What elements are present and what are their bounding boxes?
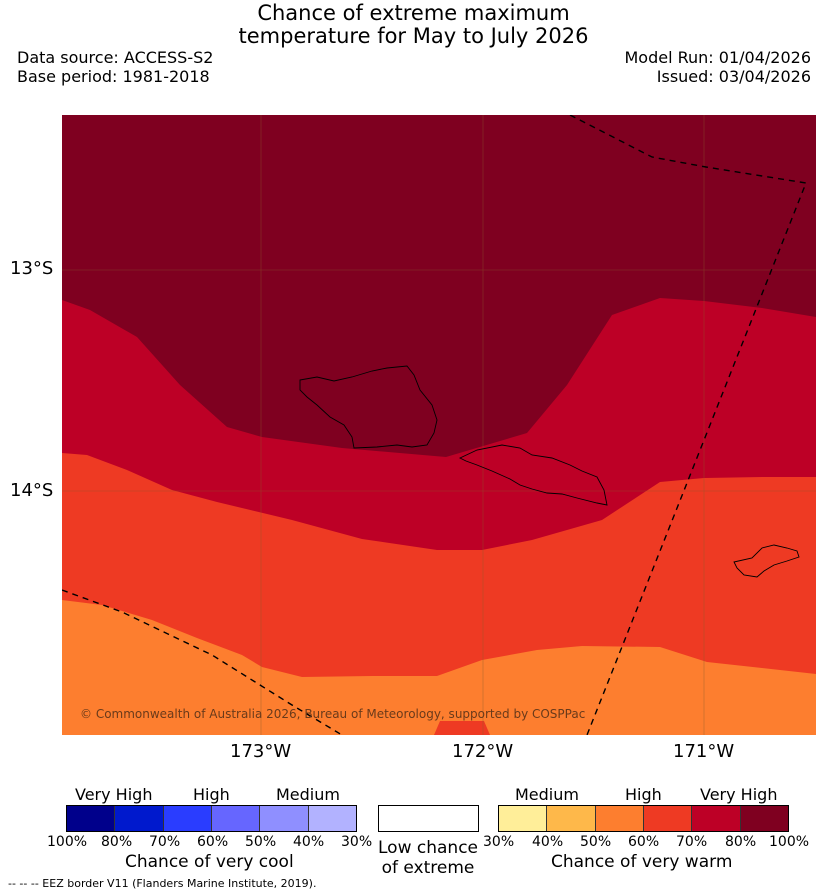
- cool-swatch-5: [260, 806, 309, 831]
- warm-tick: 70%: [676, 834, 708, 850]
- base-period: Base period: 1981-2018: [17, 67, 210, 86]
- cool-swatch-4: [211, 806, 261, 831]
- warm-swatch-6: [740, 806, 788, 831]
- tutuila-island: [733, 544, 800, 578]
- cool-head-very-high: Very High: [75, 785, 153, 804]
- cool-tick: 40%: [293, 834, 325, 850]
- warm-colorbar: [498, 805, 789, 832]
- warm-swatch-2: [547, 806, 596, 831]
- warm-head-high: High: [625, 785, 662, 804]
- cool-head-medium: Medium: [276, 785, 340, 804]
- warm-caption: Chance of very warm: [551, 852, 733, 872]
- cool-tick: 50%: [245, 834, 277, 850]
- warm-tick: 40%: [532, 834, 564, 850]
- warm-tick: 100%: [769, 834, 810, 850]
- low-caption-line-2: of extreme: [381, 858, 475, 878]
- warm-tick: 60%: [628, 834, 660, 850]
- model-run: Model Run: 01/04/2026: [624, 48, 812, 67]
- cool-head-high: High: [193, 785, 230, 804]
- warm-swatch-5: [692, 806, 741, 831]
- zone-high-60-patch: [434, 721, 490, 735]
- upolu-island: [458, 444, 608, 506]
- title-line-2: temperature for May to July 2026: [238, 24, 589, 48]
- cool-tick: 100%: [47, 834, 88, 850]
- warm-tick: 50%: [580, 834, 612, 850]
- savaii-island: [299, 365, 438, 449]
- lon-label-173w: 173°W: [230, 741, 292, 762]
- graticule: [62, 115, 816, 735]
- cool-tick: 70%: [149, 834, 181, 850]
- low-caption-line-1: Low chance: [378, 838, 478, 858]
- warm-swatch-4: [643, 806, 693, 831]
- warm-swatch-3: [595, 806, 644, 831]
- cool-swatch-3: [163, 806, 212, 831]
- source-info: Data source: ACCESS-S2 Base period: 1981…: [17, 48, 213, 86]
- lat-label-14s: 14°S: [10, 480, 54, 501]
- cool-tick: 30%: [341, 834, 373, 850]
- warm-swatch-1: [499, 806, 548, 831]
- cool-swatch-6: [308, 806, 356, 831]
- cool-tick: 60%: [197, 834, 229, 850]
- lat-label-13s: 13°S: [10, 258, 54, 279]
- zone-high-50: [62, 600, 816, 735]
- cool-swatch-2: [115, 806, 164, 831]
- warm-tick: 80%: [725, 834, 757, 850]
- cool-caption: Chance of very cool: [125, 852, 294, 872]
- map-title: Chance of extreme maximum temperature fo…: [0, 2, 827, 48]
- cool-swatch-1: [67, 806, 116, 831]
- warm-head-medium: Medium: [515, 785, 579, 804]
- data-source: Data source: ACCESS-S2: [17, 48, 214, 67]
- eez-border: [62, 115, 807, 735]
- islands: [299, 365, 800, 578]
- lon-label-172w: 172°W: [452, 741, 514, 762]
- copyright-notice: © Commonwealth of Australia 2026, Bureau…: [80, 707, 586, 721]
- probability-map: [62, 115, 816, 735]
- eez-footnote: -- -- -- EEZ border V11 (Flanders Marine…: [8, 877, 317, 890]
- cool-colorbar: [66, 805, 357, 832]
- run-info: Model Run: 01/04/2026 Issued: 03/04/2026: [625, 48, 812, 86]
- lon-label-171w: 171°W: [673, 741, 735, 762]
- warm-head-very-high: Very High: [700, 785, 778, 804]
- low-chance-swatch: [378, 805, 479, 832]
- warm-tick: 30%: [483, 834, 515, 850]
- low-chance-caption: Low chance of extreme: [376, 838, 480, 878]
- issued-date: Issued: 03/04/2026: [656, 67, 811, 86]
- cool-tick: 80%: [101, 834, 133, 850]
- title-line-1: Chance of extreme maximum: [257, 1, 570, 25]
